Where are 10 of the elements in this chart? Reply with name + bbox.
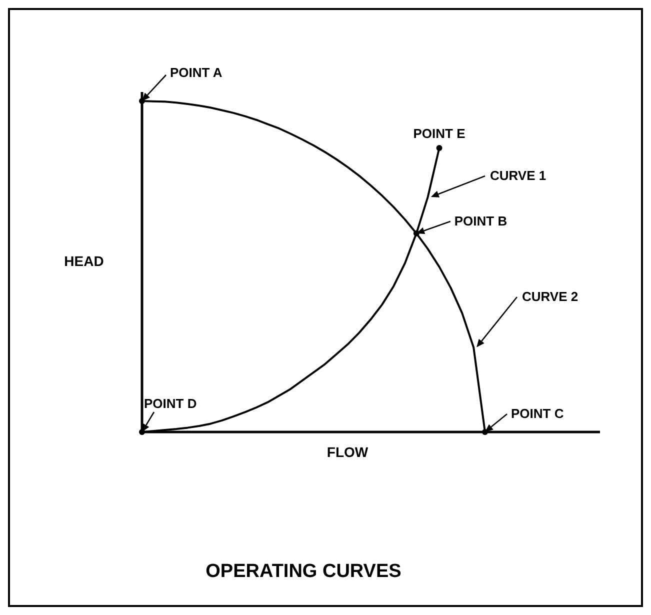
x-axis-title: FLOW — [326, 444, 369, 460]
annotation: POINT D — [144, 396, 197, 411]
text: CURVE 2 — [522, 289, 578, 304]
text: POINT A — [170, 65, 223, 80]
text: OPERATING CURVES — [206, 561, 402, 582]
text: CURVE 1 — [490, 168, 546, 183]
y-axis-title: HEAD — [64, 253, 104, 269]
annotation: POINT B — [454, 213, 508, 228]
annotation: POINT E — [413, 126, 466, 141]
text: POINT C — [511, 406, 564, 421]
